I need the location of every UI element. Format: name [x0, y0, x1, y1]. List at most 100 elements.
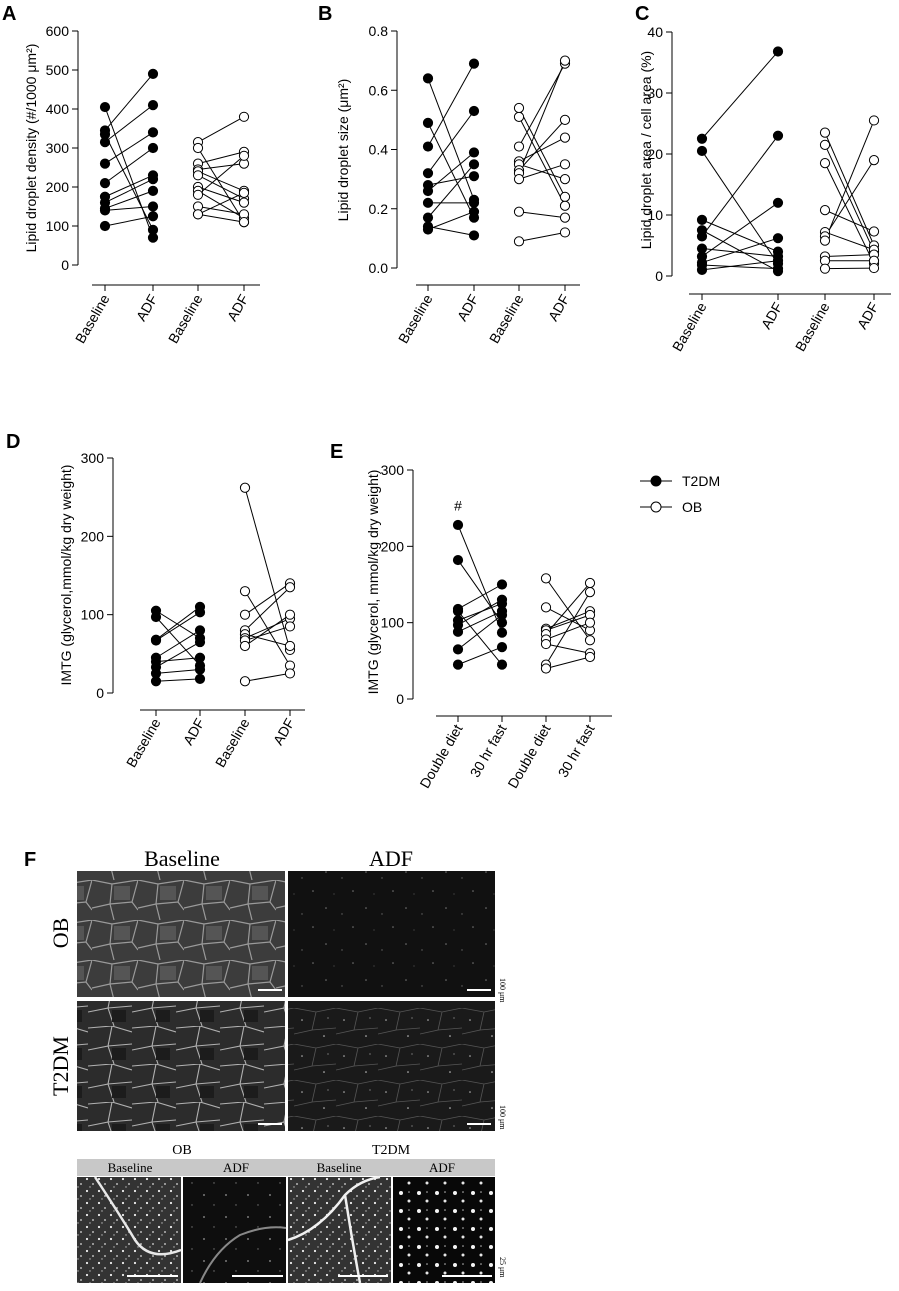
pair-line: [457, 614, 503, 650]
y-axis-title: IMTG (glycerol, mmol/kg dry weight): [365, 470, 381, 695]
pair-line: [518, 231, 566, 242]
pair-line: [545, 614, 591, 631]
data-point: [284, 609, 296, 620]
data-point: [147, 127, 159, 138]
x-tick-label: ADF: [758, 300, 786, 332]
pair-line: [244, 487, 291, 651]
zoom-ob-adf-membrane: [199, 1226, 287, 1284]
zoom-strip: OB T2DM Baseline ADF Baseline ADF 25 μm: [77, 1143, 507, 1284]
data-point: [192, 209, 204, 220]
y-tick-label: 300: [81, 450, 105, 466]
x-tick-label: Double diet: [504, 721, 553, 790]
data-point: [284, 621, 296, 632]
pair-line: [104, 104, 154, 143]
pair-line: [244, 625, 291, 641]
y-tick-label: 200: [81, 528, 105, 544]
y-tick-label: 0.6: [369, 82, 389, 98]
pair-line: [518, 137, 566, 162]
scale-label-25: 25 μm: [498, 1257, 507, 1278]
pair-line: [244, 633, 291, 647]
pair-line: [427, 63, 475, 147]
pair-line: [427, 211, 475, 230]
data-point: [559, 174, 571, 185]
data-point: [239, 640, 251, 652]
pair-line: [545, 606, 591, 631]
data-point: [99, 178, 111, 189]
pair-line: [427, 175, 475, 186]
y-tick-label: 40: [647, 24, 663, 40]
data-point: [192, 170, 204, 181]
data-point: [540, 638, 552, 650]
data-point: [559, 159, 571, 170]
data-point: [238, 111, 250, 122]
data-point: [284, 640, 296, 652]
pair-line: [104, 134, 154, 231]
pair-line: [427, 163, 475, 218]
data-point: [422, 212, 434, 223]
micro-col-baseline: Baseline: [144, 846, 220, 871]
y-tick-label: 0.8: [369, 23, 389, 39]
data-point: [559, 191, 571, 202]
data-point: [868, 155, 880, 166]
data-point: [147, 100, 159, 111]
micrograph-grid: Baseline ADF OB T2DM 100 μm 100 μm: [48, 846, 507, 1131]
zoom-ob-baseline-membrane: [93, 1176, 182, 1256]
chart-imtg-adf: 0 100 200 300 IMTG (glycerol,mmol/kg dry wei…: [58, 450, 305, 770]
data-point: [422, 168, 434, 179]
data-point: [147, 224, 159, 235]
data-point: [868, 226, 880, 237]
pair-line: [427, 78, 475, 201]
panel-label-e: E: [330, 441, 343, 463]
x-tick-label: Baseline: [486, 291, 527, 346]
pair-line: [104, 131, 154, 165]
legend: T2DM OB: [640, 473, 720, 515]
data-point: [422, 197, 434, 208]
data-point: [513, 174, 525, 185]
data-point: [452, 554, 464, 566]
pair-line: [545, 582, 591, 635]
x-tick-label: ADF: [854, 300, 882, 332]
micro-col-adf: ADF: [369, 846, 413, 871]
pair-line: [518, 60, 566, 174]
pair-line: [104, 73, 154, 131]
data-point: [239, 609, 251, 620]
pair-line: [427, 152, 475, 192]
pair-line: [104, 147, 154, 184]
legend-t2dm-marker: [650, 475, 662, 487]
pair-line: [155, 678, 201, 682]
data-point: [150, 611, 162, 623]
panel-label-b: B: [318, 3, 332, 25]
y-tick-label: 0.0: [369, 260, 389, 276]
x-tick-label: Baseline: [792, 299, 833, 354]
data-point: [868, 115, 880, 126]
pair-line: [197, 174, 245, 200]
pair-line: [545, 591, 591, 665]
pair-line: [427, 110, 475, 174]
pair-line: [518, 63, 566, 147]
pair-line: [197, 206, 245, 215]
data-point: [468, 206, 480, 217]
data-point: [147, 201, 159, 212]
data-point: [513, 206, 525, 217]
data-point: [238, 150, 250, 161]
pair-line: [824, 254, 875, 257]
data-point: [868, 262, 880, 274]
data-point: [496, 659, 508, 670]
pair-line: [824, 231, 875, 251]
data-point: [284, 582, 296, 593]
data-point: [147, 185, 159, 196]
x-tick-label: Baseline: [165, 291, 206, 346]
y-tick-label: 500: [46, 62, 70, 78]
significance-marker: #: [454, 497, 462, 513]
pair-line: [197, 192, 245, 215]
data-point: [239, 676, 251, 687]
panel-label-c: C: [635, 3, 649, 25]
data-point: [584, 651, 596, 663]
data-point: [496, 579, 508, 590]
panel-label-d: D: [6, 431, 20, 453]
data-point: [496, 641, 508, 653]
x-tick-label: ADF: [133, 292, 161, 324]
data-point: [239, 482, 251, 493]
data-point: [99, 158, 111, 169]
